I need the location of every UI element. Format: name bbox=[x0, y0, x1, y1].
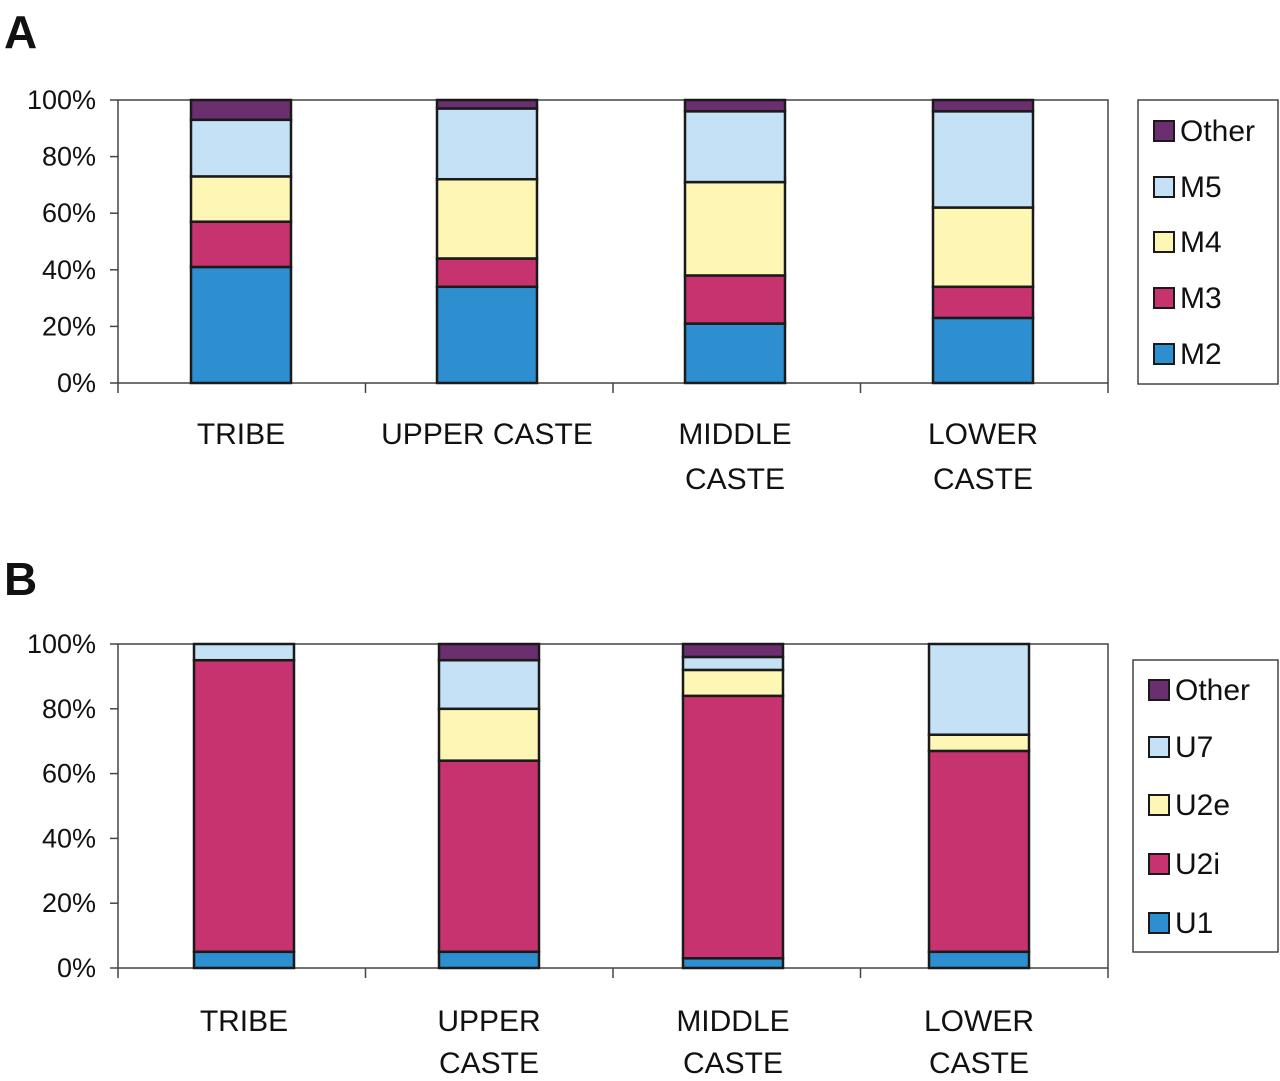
y-tick-label: 100% bbox=[27, 629, 96, 659]
bar-segment-m5 bbox=[931, 110, 1035, 209]
x-category-label: UPPER CASTE bbox=[381, 418, 593, 451]
legend-swatch bbox=[1148, 853, 1170, 875]
bar-segment-u7 bbox=[681, 655, 785, 672]
legend-entry-label: U1 bbox=[1175, 907, 1213, 940]
bar-segment-m4 bbox=[931, 206, 1035, 289]
y-tick-label: 20% bbox=[42, 311, 96, 341]
bar-segment-u2i bbox=[681, 694, 785, 960]
bar-segment-m5 bbox=[189, 118, 293, 178]
x-category-label: UPPER bbox=[437, 1005, 540, 1038]
bar-segment-other bbox=[435, 98, 539, 110]
bar-segment-m2 bbox=[931, 316, 1035, 385]
bar-segment-other bbox=[437, 642, 541, 662]
bar-segment-u7 bbox=[927, 642, 1031, 736]
x-category-label: TRIBE bbox=[197, 418, 285, 451]
x-category-label: CASTE bbox=[685, 463, 785, 496]
x-category-label: CASTE bbox=[933, 463, 1033, 496]
chart-panel-b: B 0% 20% 40% 60% 80% 100% TRIBE UPPER CASTE MIDDLE… bbox=[4, 553, 1279, 1080]
bar-segment-other bbox=[681, 642, 785, 659]
bar-segment-other bbox=[683, 98, 787, 113]
y-tick-label: 40% bbox=[42, 255, 96, 285]
y-tick-label: 80% bbox=[42, 142, 96, 172]
legend-entry-label: Other bbox=[1175, 674, 1250, 707]
legend-swatch bbox=[1153, 231, 1175, 253]
legend-swatch bbox=[1148, 679, 1170, 701]
legend-swatch bbox=[1148, 794, 1170, 816]
legend-swatch bbox=[1153, 176, 1175, 198]
bar-segment-u2i bbox=[927, 749, 1031, 954]
legend-entry-label: M3 bbox=[1180, 282, 1222, 315]
bar-segment-u1 bbox=[927, 950, 1031, 970]
bar-segment-m3 bbox=[683, 274, 787, 325]
bar-segment-m5 bbox=[683, 110, 787, 184]
bar-segment-m3 bbox=[931, 285, 1035, 320]
chart-panel-a: A 0% 20% 40% 60% 80% 100% TRIBE UPPER CASTE MIDDL… bbox=[4, 6, 1279, 496]
legend-swatch bbox=[1153, 287, 1175, 309]
y-tick-label: 0% bbox=[57, 953, 96, 983]
x-category-label: MIDDLE bbox=[676, 1005, 789, 1038]
bar-segment-u2e bbox=[437, 707, 541, 762]
legend-entry-label: M5 bbox=[1180, 171, 1222, 204]
x-category-label: LOWER bbox=[928, 418, 1038, 451]
legend-entry-label: U7 bbox=[1175, 731, 1213, 764]
bar-segment-other bbox=[931, 98, 1035, 113]
x-category-label: LOWER bbox=[924, 1005, 1034, 1038]
legend-entry-label: M4 bbox=[1180, 226, 1222, 259]
bar-segment-m4 bbox=[435, 177, 539, 260]
y-tick-label: 20% bbox=[42, 888, 96, 918]
x-category-label: TRIBE bbox=[200, 1005, 288, 1038]
y-tick-label: 100% bbox=[27, 85, 96, 115]
bar-segment-u2i bbox=[192, 658, 296, 954]
bar-segment-u2i bbox=[437, 759, 541, 954]
x-category-label: MIDDLE bbox=[678, 418, 791, 451]
legend-swatch bbox=[1148, 912, 1170, 934]
legend-swatch bbox=[1153, 343, 1175, 365]
y-tick-label: 40% bbox=[42, 823, 96, 853]
bar-segment-m3 bbox=[435, 257, 539, 289]
bar-segment-other bbox=[189, 98, 293, 122]
x-category-label: CASTE bbox=[929, 1047, 1029, 1080]
bar-segment-m2 bbox=[683, 322, 787, 385]
y-tick-label: 0% bbox=[57, 368, 96, 398]
legend-entry-label: M2 bbox=[1180, 338, 1222, 371]
bar-segment-u7 bbox=[437, 658, 541, 711]
bar-segment-u2e bbox=[681, 668, 785, 698]
bar-segment-u1 bbox=[192, 950, 296, 970]
bar-segment-u1 bbox=[437, 950, 541, 970]
bar-segment-u1 bbox=[681, 957, 785, 970]
bar-segment-m5 bbox=[435, 107, 539, 181]
legend-entry-label: U2i bbox=[1175, 848, 1220, 881]
panel-label: A bbox=[4, 6, 37, 58]
bar-segment-u7 bbox=[192, 642, 296, 662]
bar-segment-m4 bbox=[683, 180, 787, 277]
x-category-label: CASTE bbox=[439, 1047, 539, 1080]
bar-segment-m3 bbox=[189, 220, 293, 269]
panel-label: B bbox=[4, 553, 37, 605]
bar-segment-m2 bbox=[189, 265, 293, 385]
x-category-label: CASTE bbox=[683, 1047, 783, 1080]
y-tick-label: 60% bbox=[42, 198, 96, 228]
y-tick-label: 60% bbox=[42, 759, 96, 789]
legend-swatch bbox=[1153, 120, 1175, 142]
bar-segment-m4 bbox=[189, 175, 293, 223]
legend-entry-label: Other bbox=[1180, 115, 1255, 148]
y-tick-label: 80% bbox=[42, 694, 96, 724]
bar-segment-m2 bbox=[435, 285, 539, 385]
legend-entry-label: U2e bbox=[1175, 789, 1230, 822]
legend-swatch bbox=[1148, 736, 1170, 758]
bar-segment-u2e bbox=[927, 733, 1031, 753]
